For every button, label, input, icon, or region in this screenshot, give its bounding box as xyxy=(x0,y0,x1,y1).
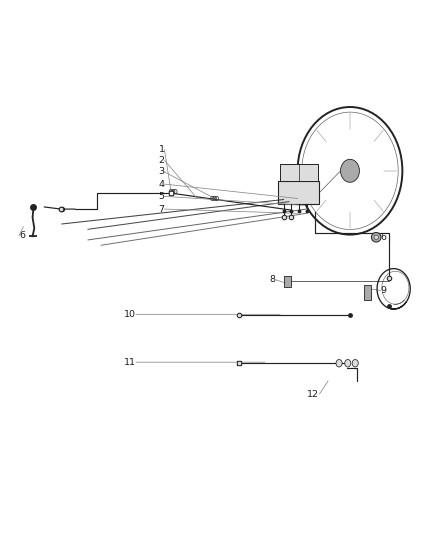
Text: 7: 7 xyxy=(159,205,164,214)
Bar xyxy=(285,276,291,287)
Text: 6: 6 xyxy=(381,233,387,242)
Bar xyxy=(280,165,318,181)
Circle shape xyxy=(341,159,360,182)
Text: 4: 4 xyxy=(159,180,164,189)
Text: 12: 12 xyxy=(307,390,319,399)
Circle shape xyxy=(352,360,358,367)
Circle shape xyxy=(345,360,351,367)
Text: 11: 11 xyxy=(124,358,136,367)
Text: 9: 9 xyxy=(381,286,387,295)
Text: 2: 2 xyxy=(159,156,164,165)
Text: 3: 3 xyxy=(158,167,164,176)
Text: 8: 8 xyxy=(270,275,276,284)
Circle shape xyxy=(336,360,342,367)
Text: 5: 5 xyxy=(159,192,164,201)
Text: 10: 10 xyxy=(124,310,136,319)
Text: 1: 1 xyxy=(159,145,164,154)
Ellipse shape xyxy=(371,232,381,242)
Bar xyxy=(364,285,371,300)
Ellipse shape xyxy=(374,235,378,239)
Bar xyxy=(279,181,319,204)
Text: 6: 6 xyxy=(19,231,25,240)
